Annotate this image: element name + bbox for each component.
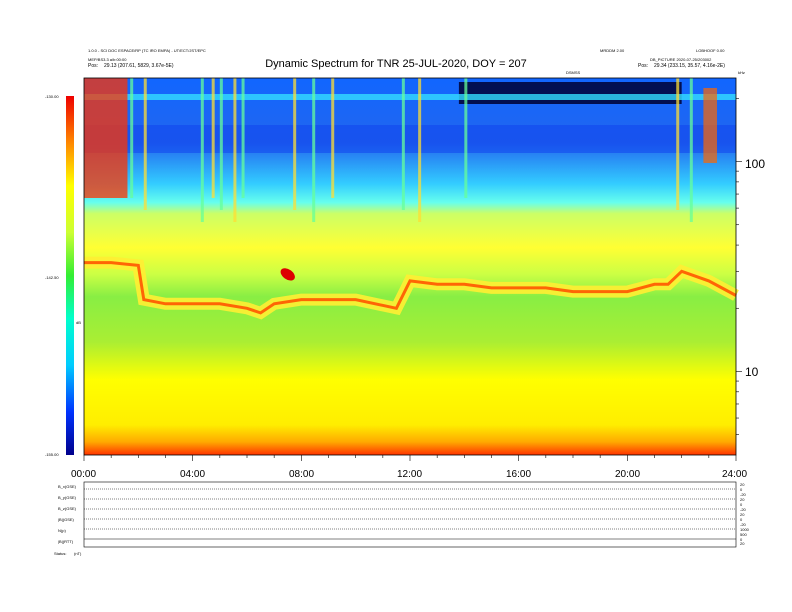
xaxis-tick-0800: 08:00 <box>289 469 315 480</box>
burst-streak <box>312 78 316 222</box>
yaxis-tick-100: 100 <box>745 157 766 171</box>
chart-title: Dynamic Spectrum for TNR 25-JUL-2020, DO… <box>265 58 527 70</box>
header-right-line2: DB_PICTURE 2020-07-25/203002 <box>650 57 712 62</box>
burst-region-left <box>84 78 128 198</box>
burst-streak <box>689 78 693 222</box>
burst-streak <box>401 78 405 210</box>
lower-scale-6: 20 <box>740 512 745 517</box>
lower-scale-10: 500 <box>740 532 747 537</box>
xaxis-tick-1200: 12:00 <box>397 469 423 480</box>
xaxis-tick-1600: 16:00 <box>506 469 532 480</box>
timeseries-panel <box>83 481 737 548</box>
burst-streak <box>143 78 147 210</box>
burst-region-right <box>703 88 717 163</box>
colorbar-max-label: -130.00 <box>45 94 59 99</box>
header-center-small: DSMSS <box>566 70 581 75</box>
colorbar <box>66 96 74 455</box>
header-left-pos-label: Pos: <box>88 63 99 69</box>
lower-scale-12: 20 <box>740 541 745 546</box>
lower-scale-8: -20 <box>740 522 746 527</box>
colorbar-min-label: -155.00 <box>45 452 59 457</box>
colorbar-mid-label: -142.50 <box>45 275 59 280</box>
lower-scale-7: 0 <box>740 517 743 522</box>
burst-streak <box>233 78 237 222</box>
yaxis-tick-10: 10 <box>745 365 759 379</box>
lower-footer-value: (nT) <box>74 551 82 556</box>
header-left-line2: MEP/BS3.3 a/b:00:00 <box>88 57 127 62</box>
burst-streak <box>676 78 680 210</box>
lower-scale-3: 20 <box>740 497 745 502</box>
lower-scale-9: 1000 <box>740 527 749 532</box>
header-right-line1b: LOBHOOF 0.00 <box>696 48 725 53</box>
lower-scale-2: -20 <box>740 492 746 497</box>
lower-label-by: B_y(GSE) <box>58 495 77 500</box>
burst-streak <box>418 78 422 222</box>
lower-label-bx: B_x(GSE) <box>58 484 77 489</box>
lower-footer-label: Status: <box>54 551 67 556</box>
header-right-pos-value: 29.34 (233.15, 35.57, 4.16e-2E) <box>654 63 725 69</box>
plasma-line <box>84 261 737 315</box>
blue-band-region <box>84 125 736 153</box>
burst-streak <box>293 78 297 210</box>
header-right-pos-label: Pos: <box>638 63 649 69</box>
xaxis-tick-0000: 00:00 <box>71 469 97 480</box>
burst-streak <box>464 78 468 198</box>
header-left-line1: 1.0.0 - SCI DOC ESPACE/RP (TC IRO EMPA) … <box>88 48 206 53</box>
colorbar-unit: dB <box>76 320 81 325</box>
xaxis-tick-2000: 20:00 <box>615 469 641 480</box>
lower-scale-11: 0 <box>740 537 743 542</box>
emission-blob <box>280 268 295 281</box>
burst-streak <box>331 78 335 198</box>
burst-streak <box>211 78 215 198</box>
burst-streak <box>219 78 223 210</box>
lower-scale-4: 0 <box>740 502 743 507</box>
burst-streak <box>200 78 204 222</box>
header-right-line1: MRDDM 2.00 <box>600 48 625 53</box>
dark-band-region <box>458 82 682 104</box>
lower-scale-1: 0 <box>740 487 743 492</box>
lower-label-np: N(p) <box>58 528 66 533</box>
lower-label-bz: B_z(GSE) <box>58 506 77 511</box>
lower-label-brtt: |B|(RTT) <box>58 539 74 544</box>
header-left-pos-value: 29.13 (207.61, 5829, 3.67e-5E) <box>104 63 174 69</box>
cyan-stripe <box>84 94 736 100</box>
burst-streak <box>241 78 245 198</box>
lower-label-bmag: |B|(GSE) <box>58 517 74 522</box>
xaxis-tick-2400: 24:00 <box>722 469 748 480</box>
lower-scale-5: -20 <box>740 507 746 512</box>
burst-streak <box>130 78 134 198</box>
xaxis-tick-0400: 04:00 <box>180 469 206 480</box>
lower-scale-0: 20 <box>740 482 745 487</box>
header-right-small: kHz <box>738 70 745 75</box>
